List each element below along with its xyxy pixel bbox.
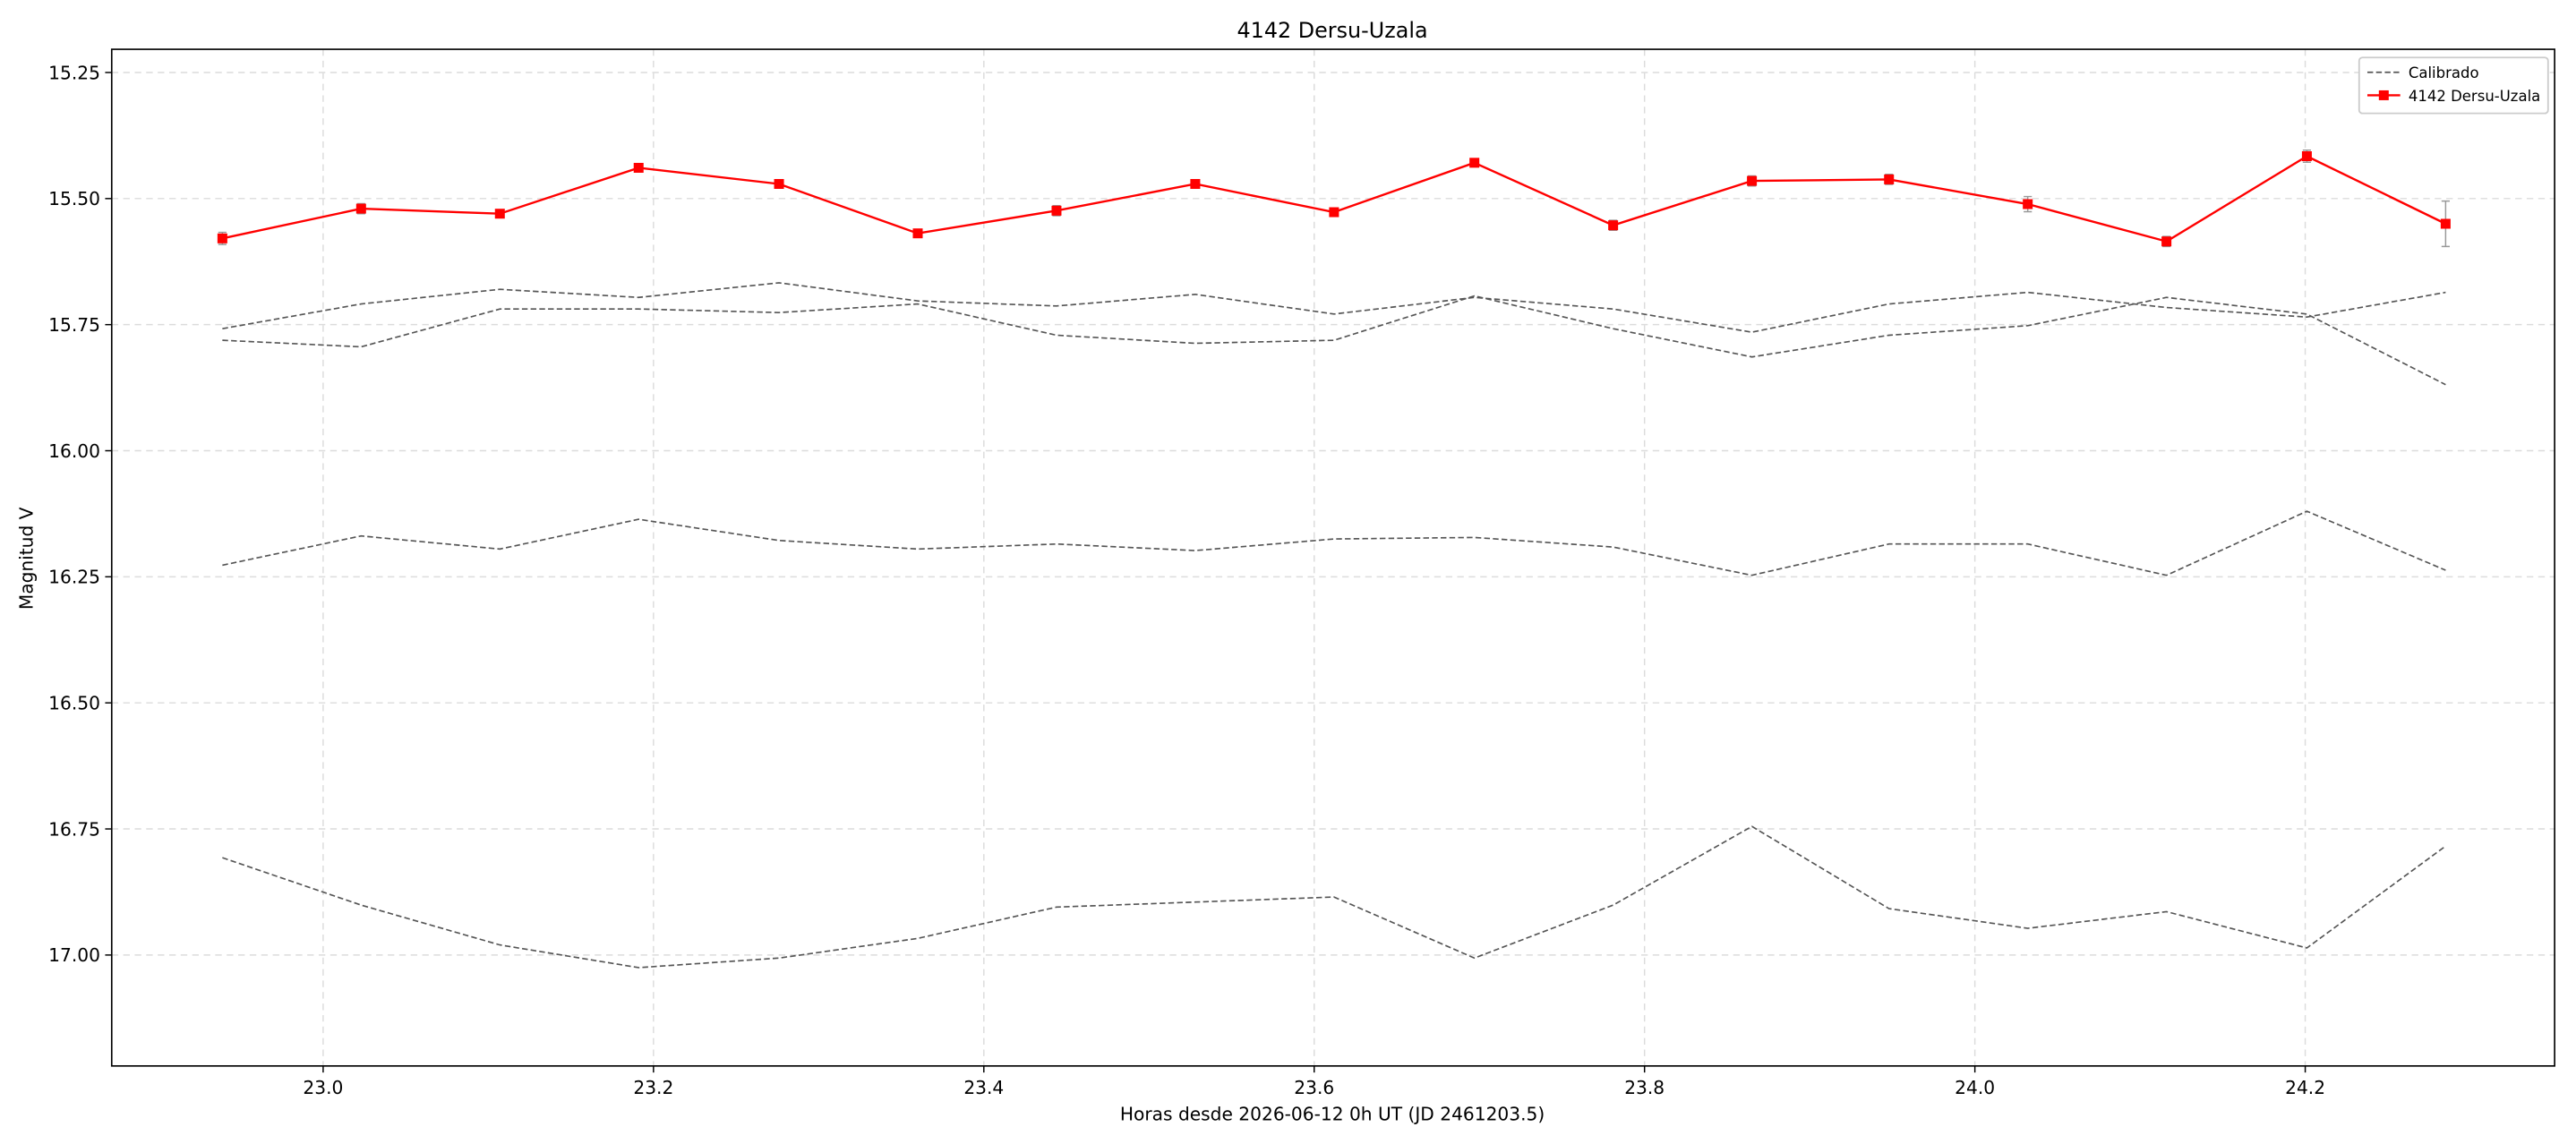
x-tick-label: 23.2 xyxy=(633,1077,673,1098)
x-tick-label: 23.8 xyxy=(1624,1077,1665,1098)
legend-label: Calibrado xyxy=(2409,64,2479,81)
marker xyxy=(2161,236,2172,247)
x-tick-label: 24.0 xyxy=(1955,1077,1995,1098)
marker xyxy=(1884,174,1895,184)
x-tick-label: 23.6 xyxy=(1294,1077,1334,1098)
y-tick-label: 15.25 xyxy=(48,62,100,83)
marker xyxy=(494,209,505,219)
plot-frame xyxy=(110,48,2555,1067)
series-line xyxy=(222,825,2446,969)
y-tick-label: 16.25 xyxy=(48,567,100,588)
marker xyxy=(1469,158,1480,168)
x-tick-label: 23.4 xyxy=(963,1077,1004,1098)
series-line xyxy=(222,510,2446,576)
y-tick-label: 16.50 xyxy=(48,693,100,714)
legend-label: 4142 Dersu-Uzala xyxy=(2409,88,2540,105)
marker xyxy=(1608,220,1619,231)
y-tick-label: 16.00 xyxy=(48,440,100,462)
y-tick-label: 17.00 xyxy=(48,944,100,966)
x-tick-label: 23.0 xyxy=(303,1077,343,1098)
marker xyxy=(1329,207,1339,218)
y-tick-label: 15.50 xyxy=(48,188,100,209)
y-axis-label: Magnitud V xyxy=(16,507,38,610)
marker xyxy=(912,228,923,239)
marker xyxy=(1051,205,1062,216)
marker xyxy=(633,162,644,173)
y-tick-label: 16.75 xyxy=(48,818,100,840)
marker xyxy=(2440,218,2451,229)
marker xyxy=(1190,178,1201,189)
series-line xyxy=(222,282,2446,333)
y-tick-label: 15.75 xyxy=(48,314,100,336)
marker xyxy=(1747,175,1758,186)
marker xyxy=(774,178,784,189)
x-axis-label: Horas desde 2026-06-12 0h UT (JD 2461203… xyxy=(1120,1103,1545,1124)
marker xyxy=(2023,199,2033,209)
x-tick-label: 24.2 xyxy=(2285,1077,2325,1098)
chart-title: 4142 Dersu-Uzala xyxy=(1237,18,1428,43)
series-line xyxy=(222,295,2446,386)
marker xyxy=(355,203,366,214)
legend-marker xyxy=(2378,90,2389,100)
marker xyxy=(217,233,227,243)
marker xyxy=(2301,150,2312,162)
legend-box xyxy=(2358,56,2549,115)
